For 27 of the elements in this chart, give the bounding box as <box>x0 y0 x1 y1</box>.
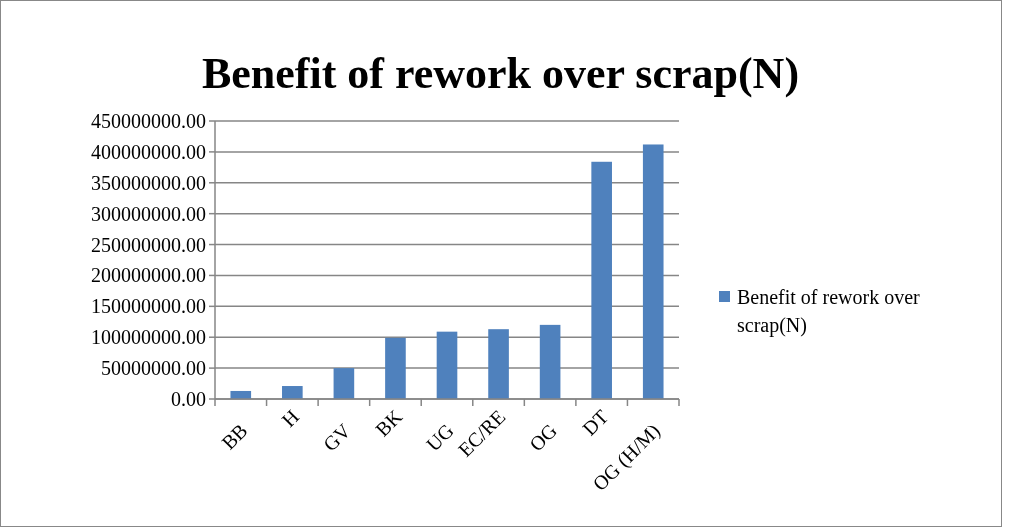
bar <box>591 161 612 399</box>
y-tick-label: 300000000.00 <box>91 202 206 225</box>
y-tick-label: 250000000.00 <box>91 233 206 256</box>
bar <box>282 386 303 399</box>
y-tick-label: 0.00 <box>171 388 206 410</box>
chart-title: Benefit of rework over scrap(N) <box>201 49 800 98</box>
y-tick-label: 200000000.00 <box>91 264 206 287</box>
x-tick-label: H <box>277 405 304 432</box>
bar <box>436 331 458 399</box>
x-tick-label: GV <box>318 418 356 456</box>
y-tick-label: 150000000.00 <box>91 295 206 318</box>
y-tick-label: 350000000.00 <box>91 171 206 194</box>
bar <box>539 324 561 399</box>
y-tick-label: 50000000.00 <box>101 357 206 380</box>
bar <box>333 368 355 399</box>
bar <box>642 144 664 399</box>
bar <box>385 337 406 399</box>
y-tick-label: 400000000.00 <box>91 140 206 163</box>
legend-label: Benefit of rework over scrap(N) <box>737 286 921 337</box>
x-tick-label: OG <box>524 419 561 456</box>
x-tick-label: BB <box>217 419 252 454</box>
y-tick-label: 450000000.00 <box>91 110 206 132</box>
x-tick-label: DT <box>578 405 613 440</box>
bar <box>488 329 509 399</box>
y-tick-label: 100000000.00 <box>91 326 206 349</box>
x-tick-label: UG <box>421 419 458 456</box>
x-tick-label: BK <box>371 404 407 441</box>
